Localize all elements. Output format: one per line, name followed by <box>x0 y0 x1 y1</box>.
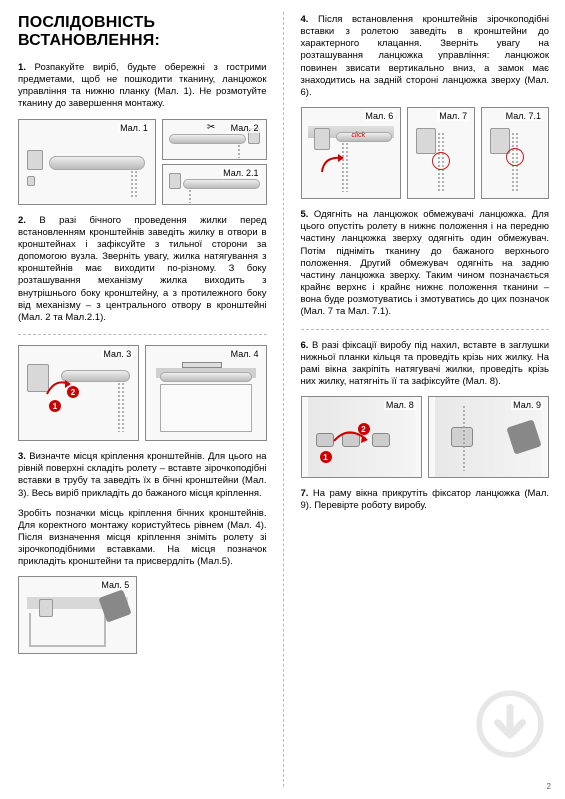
step-1-text: 1. Розпакуйте виріб, будьте обережні з г… <box>18 62 267 111</box>
red-arrow-8-icon <box>332 427 372 455</box>
figure-8: Мал. 8 1 2 <box>301 396 422 478</box>
step-5-text: 5. Одягніть на ланцюжок обмежувачі ланцю… <box>301 209 550 318</box>
figure-1-label: Мал. 1 <box>118 123 150 133</box>
step-4-text: 4. Після встановлення кронштейнів зірочк… <box>301 14 550 99</box>
figure-2: Мал. 2 ✂ <box>162 119 267 160</box>
watermark-icon <box>475 689 545 759</box>
figure-row-3: Мал. 5 <box>18 576 267 654</box>
figure-8-label: Мал. 8 <box>384 400 416 410</box>
figure-3: Мал. 3 1 2 <box>18 345 139 441</box>
page-number: 2 <box>547 782 551 791</box>
page-title: ПОСЛІДОВНІСТЬ ВСТАНОВЛЕННЯ: <box>18 14 267 50</box>
figure-9: Мал. 9 <box>428 396 549 478</box>
figure-6-label: Мал. 6 <box>363 111 395 121</box>
step-2-text: 2. В разі бічного проведення жилки перед… <box>18 215 267 324</box>
figure-7-label: Мал. 7 <box>437 111 469 121</box>
click-label: click <box>352 132 366 139</box>
figure-row-5: Мал. 8 1 2 Мал. 9 <box>301 396 550 478</box>
step-7-text: 7. На раму вікна прикрутіть фіксатор лан… <box>301 488 550 512</box>
figure-2-1-label: Мал. 2.1 <box>221 168 260 178</box>
step-3-text: 3. Визначте місця кріплення кронштейнів.… <box>18 451 267 500</box>
figure-row-1: Мал. 1 Мал. 2 ✂ Мал. 2.1 <box>18 119 267 205</box>
left-column: ПОСЛІДОВНІСТЬ ВСТАНОВЛЕННЯ: 1. Розпакуйт… <box>0 0 283 799</box>
step-3b-text: Зробіть позначки місць кріплення бічних … <box>18 508 267 569</box>
row-divider-left <box>18 334 267 335</box>
badge-8-1: 1 <box>320 451 332 463</box>
scissors-icon: ✂ <box>207 122 215 133</box>
figure-7: Мал. 7 <box>407 107 475 199</box>
figure-7-1: Мал. 7.1 <box>481 107 549 199</box>
figure-row-4: Мал. 6 click Мал. 7 Мал. 7. <box>301 107 550 199</box>
row-divider-right <box>301 329 550 330</box>
figure-1: Мал. 1 <box>18 119 156 205</box>
step-6-text: 6. В разі фіксації виробу під нахил, вст… <box>301 340 550 389</box>
figure-5: Мал. 5 <box>18 576 137 654</box>
figure-row-2: Мал. 3 1 2 Мал. 4 <box>18 345 267 441</box>
right-column: 4. Після встановлення кронштейнів зірочк… <box>283 0 565 799</box>
figure-3-label: Мал. 3 <box>101 349 133 359</box>
figure-7-1-label: Мал. 7.1 <box>504 111 543 121</box>
figure-9-label: Мал. 9 <box>511 400 543 410</box>
figure-2-label: Мал. 2 <box>229 123 261 133</box>
figure-5-label: Мал. 5 <box>99 580 131 590</box>
red-arrow-icon <box>45 376 75 406</box>
figure-2-1: Мал. 2.1 <box>162 164 267 205</box>
red-curve-icon <box>320 152 348 180</box>
figure-4-label: Мал. 4 <box>229 349 261 359</box>
figure-4: Мал. 4 <box>145 345 266 441</box>
figure-6: Мал. 6 click <box>301 107 402 199</box>
